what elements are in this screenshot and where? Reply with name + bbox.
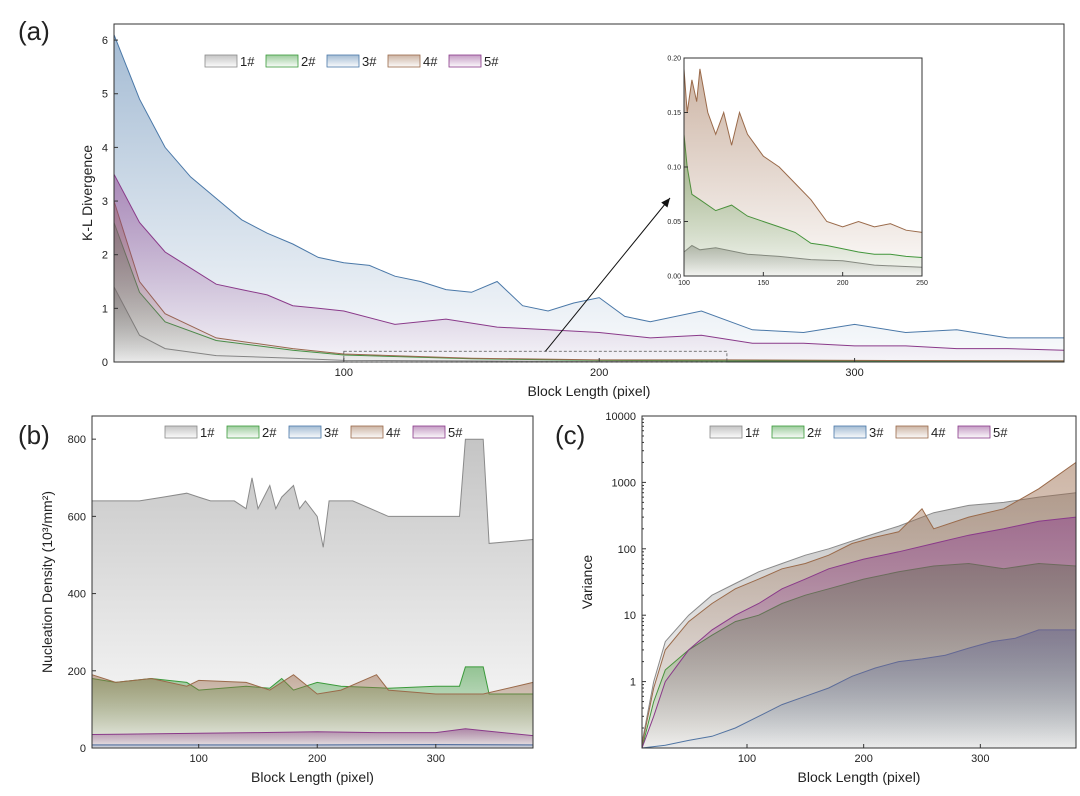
series-line-5 xyxy=(91,728,534,737)
y-tick-label: 4 xyxy=(102,142,108,154)
y-tick-label: 0 xyxy=(102,357,108,369)
series-line-5 xyxy=(113,173,1065,351)
x-tick-label: 200 xyxy=(308,753,326,765)
x-tick-label: 300 xyxy=(845,367,863,379)
zoom-source-box xyxy=(343,350,728,363)
legend-label-5: 5# xyxy=(448,425,463,440)
x-tick-label: 100 xyxy=(190,753,208,765)
x-tick-label: 150 xyxy=(757,280,769,287)
series-line-1 xyxy=(92,438,534,548)
plot-frame xyxy=(641,415,1077,749)
y-axis-title: Nucleation Density (10³/mm²) xyxy=(39,491,55,673)
legend-swatch-2 xyxy=(226,425,260,439)
y-tick-label: 3 xyxy=(102,196,108,208)
plot-frame xyxy=(91,415,534,749)
legend-label-3: 3# xyxy=(362,54,377,69)
y-tick-label: 0.15 xyxy=(667,110,681,117)
legend-swatch-1 xyxy=(204,54,238,68)
y-tick-label: 100 xyxy=(618,544,636,556)
x-tick-label: 200 xyxy=(854,753,872,765)
y-tick-label: 6 xyxy=(102,35,108,47)
y-axis-title: Variance xyxy=(579,555,595,609)
x-axis-title: Block Length (pixel) xyxy=(251,769,374,785)
y-tick-label: 5 xyxy=(102,89,108,101)
y-tick-label: 0.05 xyxy=(667,219,681,226)
legend-swatch-4 xyxy=(895,425,929,439)
panel-b: 100 200 300 0 200 400 600 800 Block Length (pixe… xyxy=(39,415,534,785)
legend-label-5: 5# xyxy=(484,54,499,69)
y-tick-label: 10 xyxy=(624,610,636,622)
x-tick-label: 100 xyxy=(678,280,690,287)
x-tick-label: 100 xyxy=(738,753,756,765)
series-line-3 xyxy=(113,34,1064,339)
legend-label-4: 4# xyxy=(931,425,946,440)
y-tick-label: 10000 xyxy=(605,411,636,423)
legend-label-1: 1# xyxy=(240,54,255,69)
y-tick-label: 1 xyxy=(102,303,108,315)
legend-swatch-2 xyxy=(265,54,299,68)
panel-letter-a: (a) xyxy=(18,16,50,46)
panel-letter-b: (b) xyxy=(18,420,50,450)
legend-label-2: 2# xyxy=(301,54,316,69)
x-axis-title: Block Length (pixel) xyxy=(798,769,921,785)
x-tick-label: 300 xyxy=(971,753,989,765)
series-area-5 xyxy=(114,174,1064,362)
legend-label-3: 3# xyxy=(869,425,884,440)
x-tick-label: 200 xyxy=(590,367,608,379)
x-tick-label: 250 xyxy=(916,280,928,287)
legend-label-3: 3# xyxy=(324,425,339,440)
legend-swatch-5 xyxy=(412,425,446,439)
legend-swatch-1 xyxy=(709,425,743,439)
series-area-4 xyxy=(684,68,922,277)
x-tick-label: 300 xyxy=(427,753,445,765)
y-tick-label: 1000 xyxy=(612,477,636,489)
legend-swatch-4 xyxy=(387,54,421,68)
y-tick-label: 0.00 xyxy=(667,274,681,281)
zoom-arrow-head xyxy=(661,198,670,208)
x-tick-label: 100 xyxy=(335,367,353,379)
y-tick-label: 1 xyxy=(630,677,636,689)
series-line-1 xyxy=(641,492,1077,743)
series-line-4 xyxy=(641,461,1077,746)
x-axis-title: Block Length (pixel) xyxy=(528,383,651,399)
legend-swatch-2 xyxy=(771,425,805,439)
y-tick-label: 0.10 xyxy=(667,165,681,172)
legend-label-1: 1# xyxy=(200,425,215,440)
y-tick-label: 0 xyxy=(80,743,86,755)
y-tick-label: 0.20 xyxy=(667,56,681,63)
y-tick-label: 2 xyxy=(102,250,108,262)
series-line-4 xyxy=(683,68,923,233)
zoom-arrow xyxy=(544,197,671,352)
panel-c: 100 200 300 1 10 100 1000 10000 Block Length (pi… xyxy=(579,411,1077,785)
legend-swatch-3 xyxy=(833,425,867,439)
x-tick-label: 200 xyxy=(837,280,849,287)
series-line-4 xyxy=(91,674,534,695)
panel-a: 100 200 300 0 1 2 3 4 5 6 Block Length (pixel) K-L … xyxy=(79,23,1065,399)
legend-swatch-4 xyxy=(350,425,384,439)
legend-swatch-3 xyxy=(288,425,322,439)
series-area-5 xyxy=(642,517,1076,748)
legend-swatch-5 xyxy=(957,425,991,439)
legend-label-5: 5# xyxy=(993,425,1008,440)
y-tick-label: 600 xyxy=(68,511,86,523)
panel-letter-c: (c) xyxy=(555,420,585,450)
legend-label-2: 2# xyxy=(262,425,277,440)
legend-label-4: 4# xyxy=(423,54,438,69)
y-axis-title: K-L Divergence xyxy=(79,145,95,241)
y-tick-label: 400 xyxy=(68,589,86,601)
y-tick-label: 200 xyxy=(68,666,86,678)
legend-label-4: 4# xyxy=(386,425,401,440)
series-area-3 xyxy=(114,34,1064,362)
legend-label-2: 2# xyxy=(807,425,822,440)
y-tick-label: 800 xyxy=(68,434,86,446)
legend-swatch-5 xyxy=(448,54,482,68)
legend-label-1: 1# xyxy=(745,425,760,440)
legend-swatch-1 xyxy=(164,425,198,439)
legend-swatch-3 xyxy=(326,54,360,68)
series-line-5 xyxy=(641,516,1077,749)
